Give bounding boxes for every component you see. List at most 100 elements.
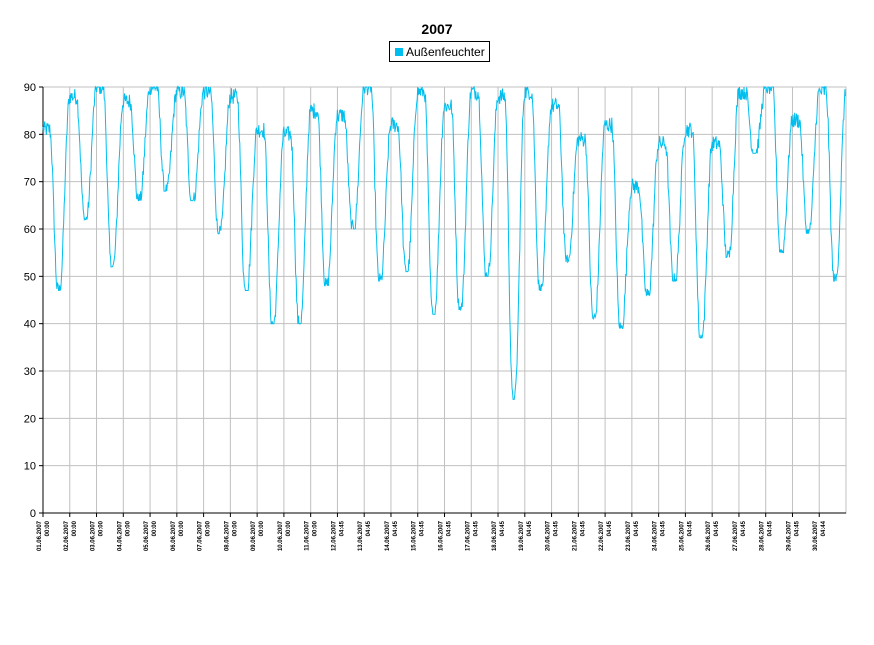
x-tick-time: 00:00 [152, 520, 158, 536]
x-tick-label: 07.06.2007 00:00 [198, 520, 212, 551]
x-tick-date: 21.06.2007 [572, 520, 578, 551]
x-tick-date: 07.06.2007 [198, 520, 204, 551]
x-tick-date: 17.06.2007 [465, 520, 471, 551]
x-tick-label: 30.06.2007 04:44 [813, 520, 827, 551]
y-tick-label: 70 [24, 177, 36, 189]
x-tick-time: 04:45 [661, 520, 667, 536]
x-tick-label: 20.06.2007 04:45 [546, 520, 560, 551]
x-tick-time: 04:44 [821, 520, 827, 536]
grid [43, 86, 846, 514]
x-tick-label: 19.06.2007 04:45 [519, 520, 533, 551]
x-tick-date: 30.06.2007 [813, 520, 819, 551]
y-tick-label: 10 [24, 461, 36, 473]
x-tick-label: 10.06.2007 00:00 [278, 520, 292, 551]
x-tick-label: 02.06.2007 00:00 [64, 520, 78, 551]
x-tick-label: 06.06.2007 00:00 [171, 520, 185, 551]
x-tick-date: 10.06.2007 [278, 520, 284, 551]
x-tick-time: 04:45 [580, 520, 586, 536]
x-tick-label: 08.06.2007 00:00 [224, 520, 238, 551]
x-tick-time: 04:45 [794, 520, 800, 536]
y-tick-label: 80 [24, 129, 36, 141]
x-tick-time: 00:00 [313, 520, 319, 536]
x-tick-label: 28.06.2007 04:45 [760, 520, 774, 551]
x-tick-time: 04:45 [393, 520, 399, 536]
x-tick-label: 15.06.2007 04:45 [412, 520, 426, 551]
x-tick-date: 27.06.2007 [733, 520, 739, 551]
x-tick-time: 04:45 [607, 520, 613, 536]
x-tick-time: 00:00 [72, 520, 78, 536]
x-tick-time: 04:45 [473, 520, 479, 536]
y-axis-ticks: 0 10 20 30 40 50 60 70 80 90 [24, 82, 43, 520]
x-tick-time: 04:45 [687, 520, 693, 536]
x-tick-date: 25.06.2007 [679, 520, 685, 551]
x-tick-date: 19.06.2007 [519, 520, 525, 551]
x-tick-date: 20.06.2007 [546, 520, 552, 551]
x-tick-date: 01.06.2007 [37, 520, 43, 551]
x-tick-time: 00:00 [232, 520, 238, 536]
x-tick-date: 14.06.2007 [385, 520, 391, 551]
x-tick-time: 00:00 [259, 520, 265, 536]
y-tick-label: 40 [24, 319, 36, 331]
y-tick-label: 30 [24, 366, 36, 378]
x-tick-label: 17.06.2007 04:45 [465, 520, 479, 551]
x-tick-time: 04:45 [741, 520, 747, 536]
x-tick-date: 02.06.2007 [64, 520, 70, 551]
x-tick-time: 04:45 [554, 520, 560, 536]
x-tick-label: 04.06.2007 00:00 [117, 520, 131, 551]
series-group [42, 85, 846, 400]
x-tick-time: 04:45 [527, 520, 533, 536]
x-tick-label: 26.06.2007 04:45 [706, 520, 720, 551]
legend-label: Außenfeuchter [406, 44, 485, 59]
x-tick-date: 03.06.2007 [91, 520, 97, 551]
x-tick-date: 24.06.2007 [653, 520, 659, 551]
x-tick-label: 01.06.2007 00:00 [37, 520, 51, 551]
x-tick-time: 04:45 [500, 520, 506, 536]
x-tick-date: 28.06.2007 [760, 520, 766, 551]
x-tick-date: 12.06.2007 [331, 520, 337, 551]
y-tick-label: 20 [24, 413, 36, 425]
x-tick-time: 04:45 [366, 520, 372, 536]
x-tick-date: 26.06.2007 [706, 520, 712, 551]
x-tick-time: 00:00 [125, 520, 131, 536]
x-tick-label: 25.06.2007 04:45 [679, 520, 693, 551]
x-tick-time: 04:45 [420, 520, 426, 536]
x-tick-label: 18.06.2007 04:45 [492, 520, 506, 551]
y-tick-label: 50 [24, 271, 36, 283]
x-tick-label: 03.06.2007 00:00 [91, 520, 105, 551]
x-tick-date: 09.06.2007 [251, 520, 257, 551]
x-tick-date: 05.06.2007 [144, 520, 150, 551]
chart-title: 2007 [421, 21, 453, 37]
y-tick-label: 60 [24, 224, 36, 236]
x-tick-date: 22.06.2007 [599, 520, 605, 551]
x-tick-label: 21.06.2007 04:45 [572, 520, 586, 551]
x-tick-date: 06.06.2007 [171, 520, 177, 551]
x-tick-label: 12.06.2007 04:45 [331, 520, 345, 551]
x-tick-date: 04.06.2007 [117, 520, 123, 551]
x-tick-date: 23.06.2007 [626, 520, 632, 551]
x-tick-time: 00:00 [99, 520, 105, 536]
x-tick-time: 00:00 [286, 520, 292, 536]
x-tick-time: 04:45 [447, 520, 453, 536]
x-tick-time: 00:00 [45, 520, 51, 536]
x-tick-label: 09.06.2007 00:00 [251, 520, 265, 551]
x-tick-time: 04:45 [714, 520, 720, 536]
x-tick-label: 22.06.2007 04:45 [599, 520, 613, 551]
x-tick-label: 24.06.2007 04:45 [653, 520, 667, 551]
x-tick-label: 23.06.2007 04:45 [626, 520, 640, 551]
x-tick-date: 16.06.2007 [439, 520, 445, 551]
x-tick-label: 29.06.2007 04:45 [786, 520, 800, 551]
x-tick-date: 08.06.2007 [224, 520, 230, 551]
x-tick-date: 11.06.2007 [305, 520, 311, 550]
y-tick-label: 90 [24, 82, 36, 94]
y-tick-label: 0 [30, 508, 36, 520]
x-tick-date: 15.06.2007 [412, 520, 418, 551]
x-tick-label: 14.06.2007 04:45 [385, 520, 399, 551]
x-tick-time: 04:45 [634, 520, 640, 536]
legend: Außenfeuchter [389, 41, 490, 62]
x-tick-label: 27.06.2007 04:45 [733, 520, 747, 551]
x-tick-time: 00:00 [179, 520, 185, 536]
x-tick-time: 04:45 [768, 520, 774, 536]
x-tick-date: 29.06.2007 [786, 520, 792, 551]
x-tick-date: 13.06.2007 [358, 520, 364, 551]
